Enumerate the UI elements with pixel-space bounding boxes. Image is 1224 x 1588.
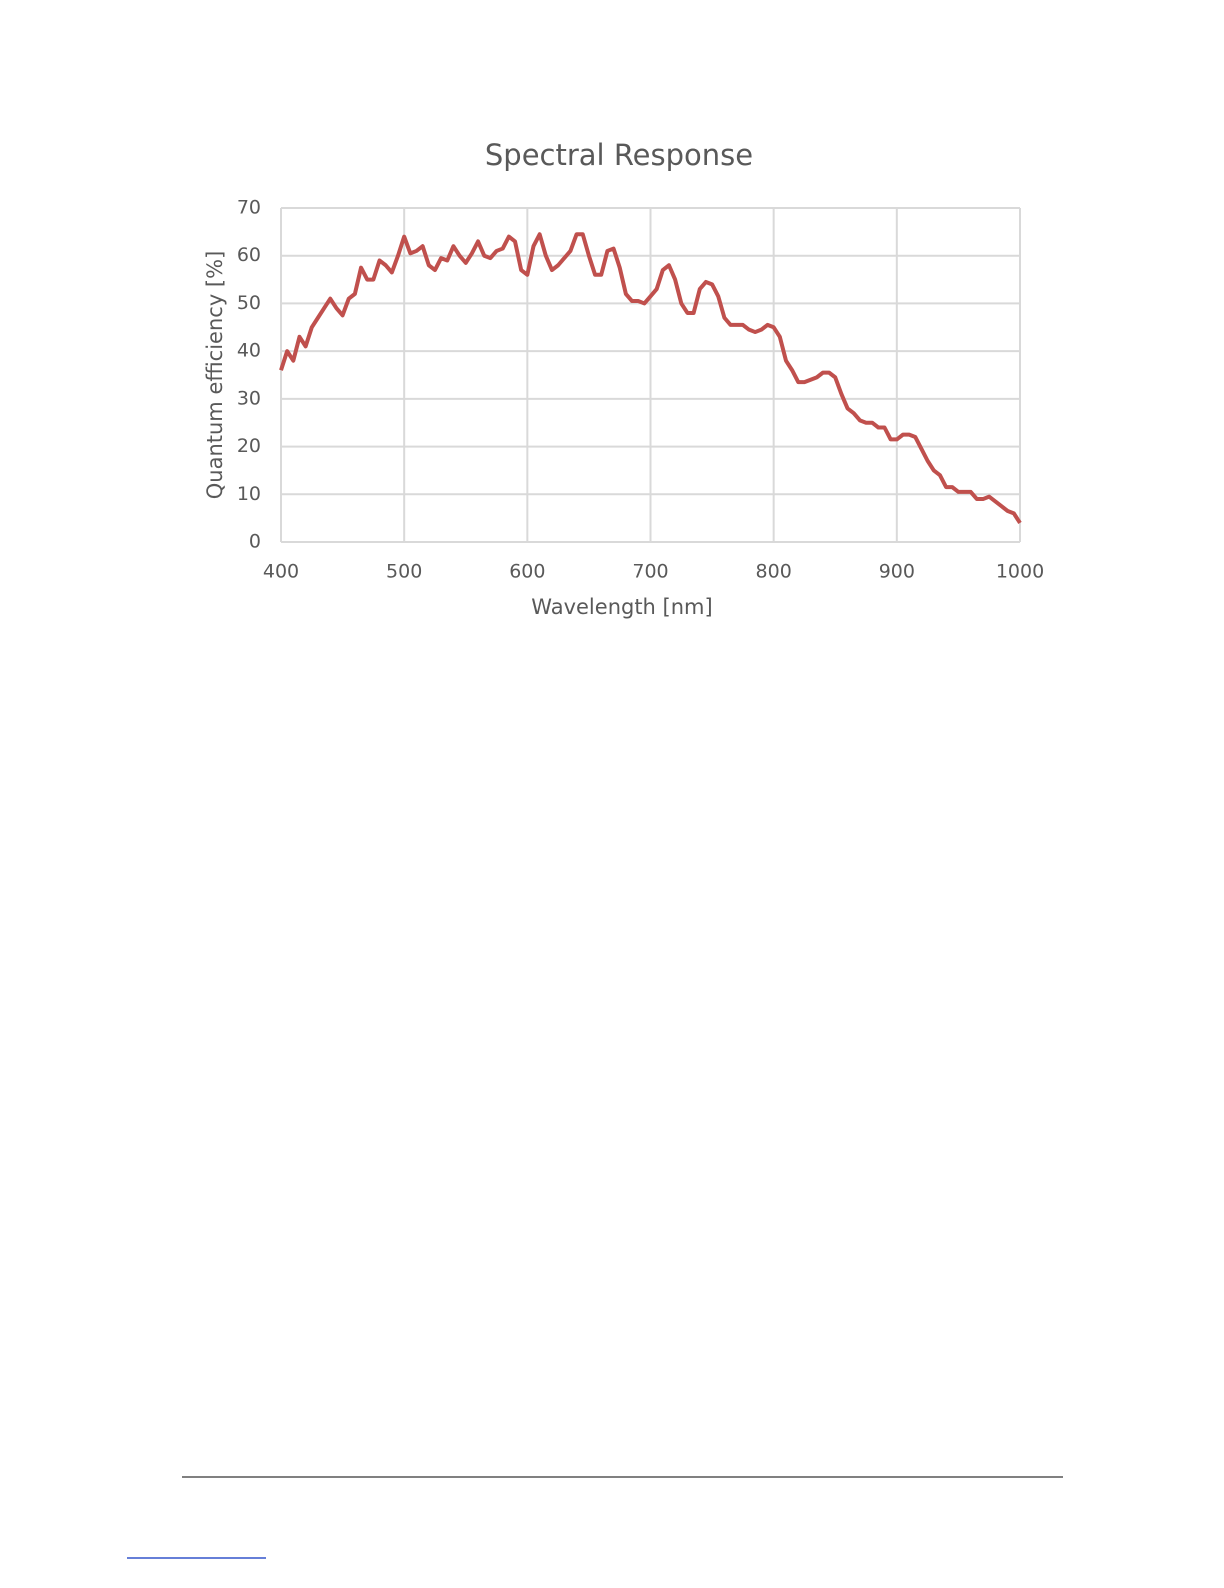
y-tick-label: 40 [237,340,261,362]
x-tick-label: 900 [879,561,915,583]
data-line [279,232,1022,524]
x-tick-label: 800 [756,561,792,583]
y-tick-label: 50 [237,292,261,314]
y-tick-label: 10 [237,483,261,505]
y-tick-label: 20 [237,435,261,457]
x-tick-label: 1000 [996,561,1044,583]
x-tick-label: 600 [509,561,545,583]
y-axis-title: Quantum efficiency [%] [203,251,227,500]
x-tick-label: 400 [263,561,299,583]
chart-title: Spectral Response [485,138,753,172]
x-tick-label: 700 [632,561,668,583]
y-tick-label: 70 [237,197,261,219]
y-tick-label: 30 [237,387,261,409]
x-axis-title: Wavelength [nm] [531,595,712,619]
x-tick-label: 500 [386,561,422,583]
y-tick-label: 60 [237,244,261,266]
y-tick-label: 0 [249,531,261,553]
